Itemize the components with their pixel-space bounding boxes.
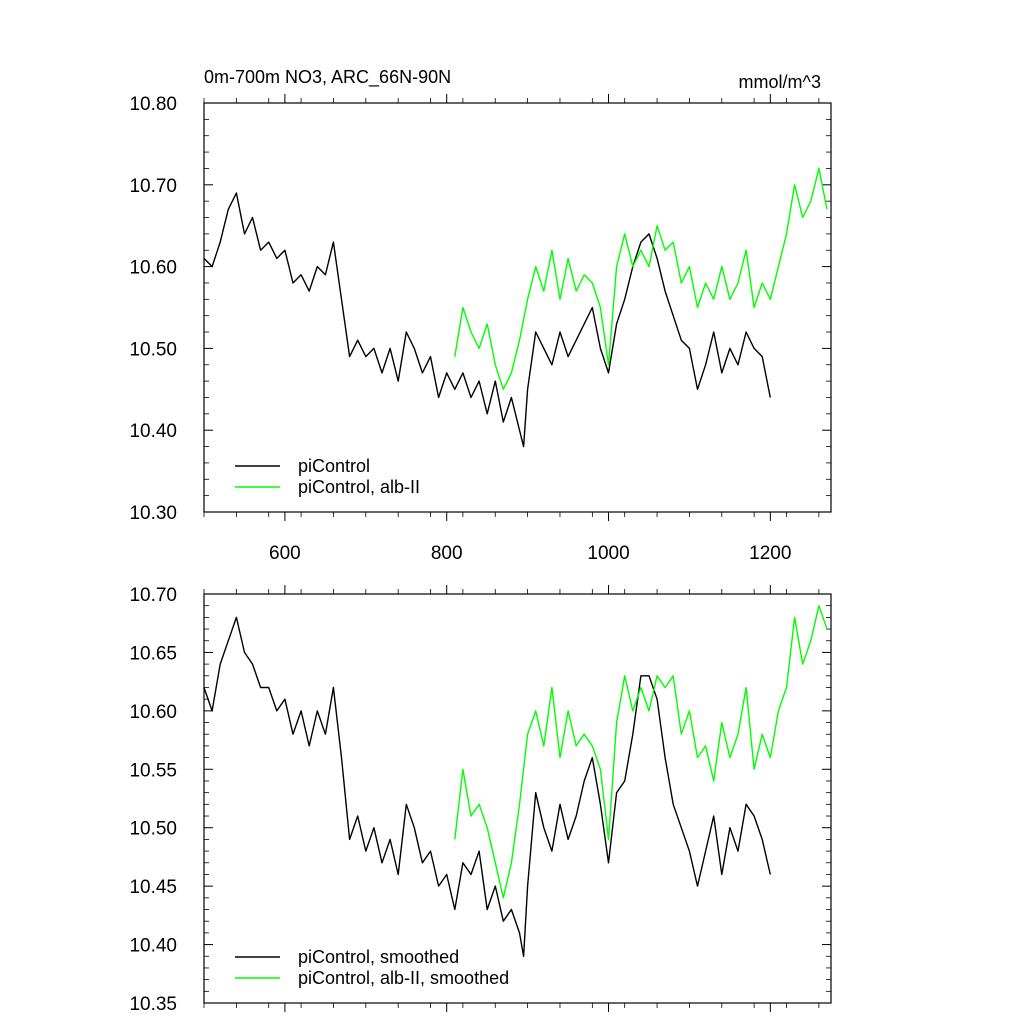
chart-0-ytick-label: 10.50 [129, 339, 177, 360]
chart-0-units-label: mmol/m^3 [739, 72, 821, 92]
chart-1-ytick-label: 10.35 [129, 994, 177, 1015]
chart-1-ytick-label: 10.70 [129, 585, 177, 606]
chart-0-xtick-label: 1200 [749, 543, 791, 564]
bottom-panel: 10.35 10.40 10.45 10.50 10.55 10.60 10.65 10.70… [129, 585, 832, 1015]
chart-0-series-line-1 [454, 167, 828, 390]
chart-1-ytick-label: 10.60 [129, 702, 177, 723]
chart-1-ytick-label: 10.50 [129, 819, 177, 840]
chart-1-ytick-label: 10.55 [129, 760, 177, 781]
chart-1-series-line-0 [204, 616, 771, 957]
chart-1-ytick-label: 10.40 [129, 936, 177, 957]
chart-0-series-line-0 [204, 192, 771, 448]
top-panel: 10.30 10.40 10.50 10.60 10.70 10.80 600 800 1000… [129, 67, 832, 564]
chart-1-frame [203, 593, 832, 1004]
chart-1-ytick-label: 10.65 [129, 643, 177, 664]
chart-0-frame [203, 102, 832, 513]
chart-1-legend-label-1: piControl, alb-II, smoothed [298, 968, 509, 988]
chart-0-ytick-label: 10.40 [129, 421, 177, 442]
chart-0-legend-label-0: piControl [298, 456, 370, 476]
chart-0-title: 0m-700m NO3, ARC_66N-90N [204, 67, 451, 88]
chart-0-xtick-label: 800 [431, 543, 463, 564]
chart-0-xtick-label: 600 [269, 543, 301, 564]
chart-0-legend-label-1: piControl, alb-II [298, 477, 420, 497]
chart-0-xtick-label: 1000 [587, 543, 629, 564]
chart-1-ytick-label: 10.45 [129, 877, 177, 898]
chart-0-ytick-label: 10.30 [129, 503, 177, 524]
chart-0-ytick-label: 10.70 [129, 176, 177, 197]
chart-0-ytick-label: 10.60 [129, 258, 177, 279]
chart-1-legend-label-0: piControl, smoothed [298, 947, 459, 967]
chart-1-series-line-1 [454, 605, 828, 899]
chart-0-ytick-label: 10.80 [129, 94, 177, 115]
